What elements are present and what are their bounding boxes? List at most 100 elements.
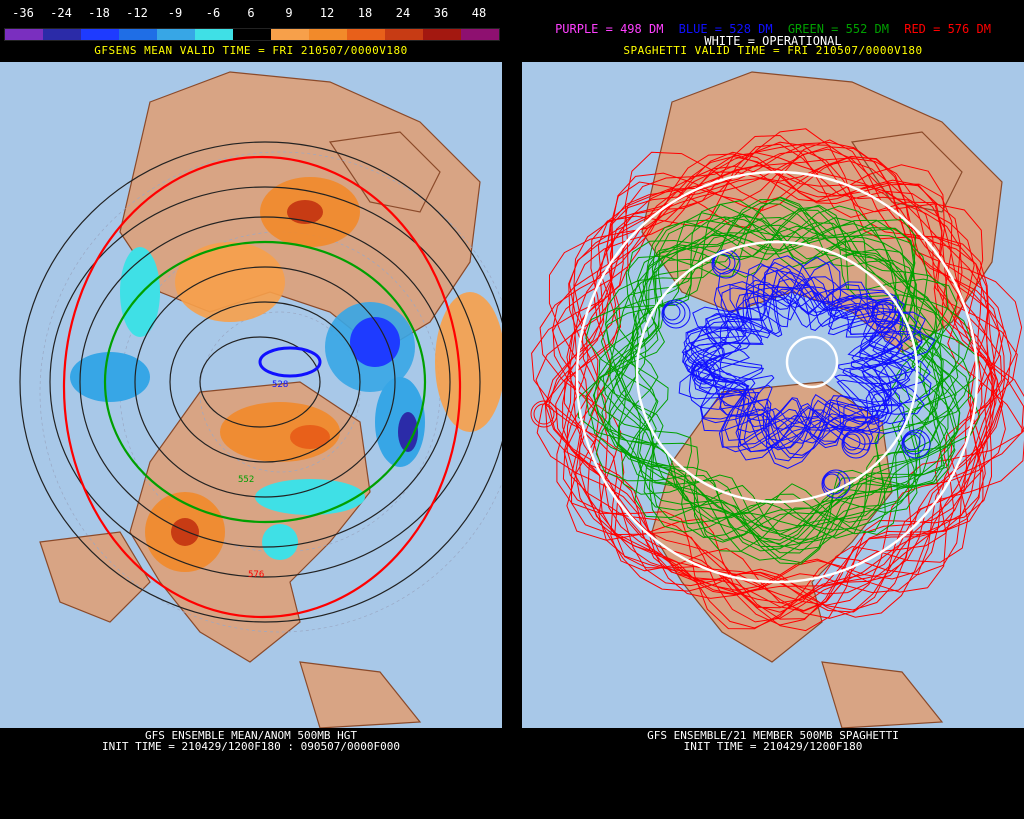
legend-swatch (119, 29, 157, 40)
spaghetti-low (692, 361, 716, 385)
left-footer-title: GFS ENSEMBLE MEAN/ANOM 500MB HGT (145, 729, 357, 742)
contour-552 (103, 240, 427, 524)
spaghetti-member (590, 216, 955, 551)
legend-swatch (461, 29, 499, 40)
spaghetti-member (556, 151, 1024, 630)
spaghetti-576-red (531, 128, 1024, 632)
legend-swatch (157, 29, 195, 40)
spaghetti-map (522, 62, 1024, 728)
spaghetti-member (536, 164, 993, 632)
spaghetti-member (615, 217, 945, 539)
spaghetti-member (609, 202, 960, 527)
legend-swatch (43, 29, 81, 40)
spaghetti-member (544, 151, 989, 612)
legend-swatch (347, 29, 385, 40)
panel-divider (502, 0, 522, 819)
legend-label: 9 (285, 6, 293, 20)
spaghetti-low (901, 429, 931, 459)
legend-label: -18 (88, 6, 110, 20)
right-footer-init: INIT TIME = 210429/1200F180 (683, 740, 863, 753)
spaghetti-member (684, 284, 914, 459)
key-red: RED = 576 DM (904, 22, 991, 36)
key-green: GREEN = 552 DM (787, 22, 889, 36)
right-footer-title: GFS ENSEMBLE/21 MEMBER 500MB SPAGHETTI (647, 729, 899, 742)
spaghetti-low (872, 301, 896, 325)
spaghetti-member (562, 155, 1006, 606)
spaghetti-low (713, 253, 731, 271)
key-blue: BLUE = 528 DM (678, 22, 773, 36)
spaghetti-528-blue (661, 249, 936, 499)
spaghetti-member (601, 203, 956, 543)
contour-label-528: 528 (272, 380, 288, 390)
spaghetti-member (531, 141, 1004, 629)
contour-528 (258, 346, 322, 378)
spaghetti-member (577, 213, 950, 564)
legend-label: -6 (205, 6, 221, 20)
spaghetti-member (548, 141, 1023, 618)
legend-swatch (5, 29, 43, 40)
spaghetti-low (662, 301, 686, 325)
contour-576 (62, 155, 462, 619)
spaghetti-low (903, 433, 921, 451)
spaghetti-member (698, 284, 904, 449)
spaghetti-member (621, 205, 972, 532)
spaghetti-member (548, 155, 982, 604)
legend-label: 6 (247, 6, 255, 20)
spaghetti-low (841, 429, 871, 459)
spaghetti-member (692, 264, 936, 448)
spaghetti-color-key: PURPLE = 498 DM BLUE = 528 DM GREEN = 55… (522, 22, 1024, 36)
legend-label: -12 (126, 6, 148, 20)
legend-color-bar (4, 28, 500, 41)
spaghetti-low (661, 299, 691, 329)
spaghetti-552-green (577, 196, 981, 565)
left-valid-time: GFSENS MEAN VALID TIME = FRI 210507/0000… (94, 44, 408, 57)
legend-swatch (233, 29, 271, 40)
legend-label: -24 (50, 6, 72, 20)
key-purple: PURPLE = 498 DM (555, 22, 664, 36)
legend-labels: -36 -24 -18 -12 -9 -6 6 9 12 18 24 36 48 (4, 6, 498, 22)
spaghetti-low (663, 303, 681, 321)
spaghetti-low (871, 299, 901, 329)
spaghetti-member (605, 199, 972, 533)
spaghetti-member (566, 157, 1012, 619)
spaghetti-low (691, 359, 721, 389)
left-footer: GFS ENSEMBLE MEAN/ANOM 500MB HGT INIT TI… (0, 730, 502, 752)
spaghetti-low (873, 303, 891, 321)
spaghetti-member (682, 286, 902, 451)
legend-swatch (385, 29, 423, 40)
legend-label: -9 (167, 6, 183, 20)
height-contours (19, 141, 502, 623)
spaghetti-low (842, 431, 866, 455)
legend-label: 36 (433, 6, 449, 20)
legend-swatch (423, 29, 461, 40)
right-footer: GFS ENSEMBLE/21 MEMBER 500MB SPAGHETTI I… (522, 730, 1024, 752)
legend-swatch (271, 29, 309, 40)
spaghetti-low (843, 433, 861, 451)
legend-swatch (81, 29, 119, 40)
spaghetti-member (614, 196, 979, 544)
spaghetti-member (604, 204, 940, 535)
spaghetti-member (678, 263, 925, 453)
legend-label: 24 (395, 6, 411, 20)
isolated-red-low (530, 400, 558, 428)
height-anomalies (70, 177, 502, 572)
legend-label: 12 (319, 6, 335, 20)
ensemble-mean-panel: -36 -24 -18 -12 -9 -6 6 9 12 18 24 36 48 GFSENS MEAN… (0, 0, 502, 819)
spaghetti-member (593, 219, 961, 561)
spaghetti-member (539, 128, 996, 593)
spaghetti-low (823, 473, 841, 491)
legend-swatch (195, 29, 233, 40)
spaghetti-member (585, 209, 958, 541)
right-valid-time: SPAGHETTI VALID TIME = FRI 210507/0000V1… (623, 44, 923, 57)
spaghetti-low (822, 471, 846, 495)
spaghetti-member (688, 268, 932, 469)
legend-label: -36 (12, 6, 34, 20)
legend-label: 18 (357, 6, 373, 20)
ensemble-mean-map: 528 552 576 (0, 62, 502, 728)
left-footer-init: INIT TIME = 210429/1200F180 : 090507/000… (101, 740, 400, 753)
contour-label-576: 576 (248, 570, 264, 580)
operational-contours (575, 170, 979, 584)
spaghetti-low (902, 431, 926, 455)
key-white-operational: WHITE = OPERATIONAL (704, 34, 842, 48)
spaghetti-member (691, 256, 920, 445)
